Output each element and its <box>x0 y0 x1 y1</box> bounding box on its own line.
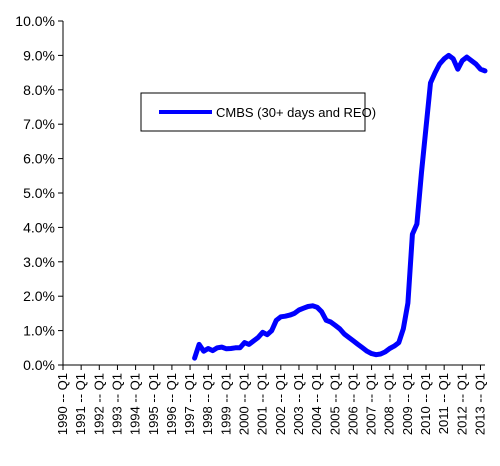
x-tick-label: 2013 -- Q1 <box>472 373 487 435</box>
x-tick-label: 1999 -- Q1 <box>218 373 233 435</box>
x-tick-label: 2001 -- Q1 <box>255 373 270 435</box>
x-tick-label: 2005 -- Q1 <box>327 373 342 435</box>
x-tick-label: 2008 -- Q1 <box>382 373 397 435</box>
y-tick-label: 2.0% <box>23 288 55 304</box>
x-tick-label: 2012 -- Q1 <box>454 373 469 435</box>
y-tick-label: 6.0% <box>23 151 55 167</box>
x-tick-label: 2003 -- Q1 <box>291 373 306 435</box>
y-tick-label: 3.0% <box>23 254 55 270</box>
x-tick-label: 1992 -- Q1 <box>91 373 106 435</box>
x-axis-ticks: 1990 -- Q1 1991 -- Q1 1992 -- Q1 1993 -- Q1… <box>55 365 487 435</box>
x-tick-label: 1994 -- Q1 <box>128 373 143 435</box>
x-tick-label: 2011 -- Q1 <box>436 373 451 434</box>
x-tick-label: 1990 -- Q1 <box>55 373 70 435</box>
x-tick-label: 2002 -- Q1 <box>273 373 288 435</box>
y-tick-label: 7.0% <box>23 116 55 132</box>
y-axis-ticks: 0.0% 1.0% 2.0% 3.0% 4.0% 5.0% 6.0% 7.0% 8.0% 9.0%… <box>15 13 63 373</box>
x-tick-label: 2007 -- Q1 <box>364 373 379 435</box>
legend-label: CMBS (30+ days and REO) <box>216 105 376 120</box>
y-tick-label: 8.0% <box>23 82 55 98</box>
x-tick-label: 1991 -- Q1 <box>73 373 88 435</box>
x-tick-label: 1997 -- Q1 <box>182 373 197 435</box>
y-tick-label: 5.0% <box>23 185 55 201</box>
y-tick-label: 10.0% <box>15 13 55 29</box>
x-tick-label: 2004 -- Q1 <box>309 373 324 435</box>
legend: CMBS (30+ days and REO) <box>140 92 376 132</box>
x-tick-label: 2009 -- Q1 <box>400 373 415 435</box>
y-tick-label: 1.0% <box>23 323 55 339</box>
x-tick-label: 2010 -- Q1 <box>418 373 433 435</box>
series-line-cmbs <box>192 52 488 361</box>
y-tick-label: 9.0% <box>23 47 55 63</box>
x-tick-label: 2006 -- Q1 <box>345 373 360 435</box>
x-tick-label: 1995 -- Q1 <box>146 373 161 435</box>
series-group <box>192 52 488 361</box>
x-tick-label: 1998 -- Q1 <box>200 373 215 435</box>
x-tick-label: 1993 -- Q1 <box>109 373 124 435</box>
y-tick-label: 4.0% <box>23 219 55 235</box>
y-tick-label: 0.0% <box>23 357 55 373</box>
x-tick-label: 1996 -- Q1 <box>164 373 179 435</box>
x-tick-label: 2000 -- Q1 <box>237 373 252 435</box>
